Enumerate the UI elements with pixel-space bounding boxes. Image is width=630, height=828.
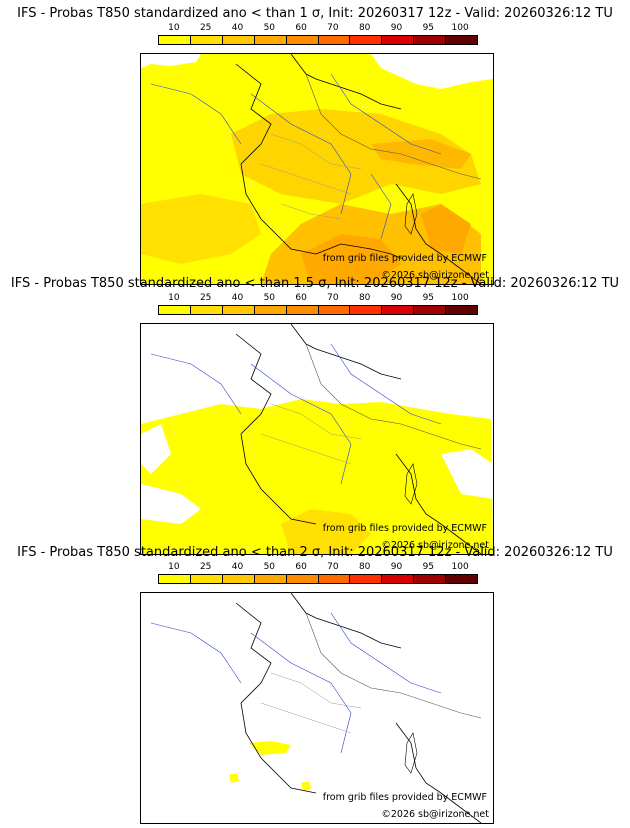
legend-swatch (350, 575, 383, 583)
legend-tick-label: 50 (263, 293, 276, 303)
data-source-note: from grib files provided by ECMWF (322, 792, 487, 803)
panel-1: IFS - Probas T850 standardized ano < tha… (0, 6, 630, 285)
legend-tick-label: 90 (390, 562, 403, 572)
legend-swatch (350, 36, 383, 44)
legend-tick-label: 10 (168, 23, 180, 33)
color-legend: 10 25 40 50 60 70 80 90 95 100 (158, 23, 478, 47)
legend-swatch (159, 575, 191, 583)
copyright-note: ©2026 sb@irizone.net (381, 809, 489, 820)
legend-tick-label: 80 (358, 293, 371, 303)
panel-title: IFS - Probas T850 standardized ano < tha… (17, 6, 613, 21)
color-legend: 10 25 40 50 60 70 80 90 95 100 (158, 293, 478, 317)
legend-swatch (318, 306, 351, 314)
legend-tick-label: 60 (295, 23, 307, 33)
legend-swatch (254, 306, 287, 314)
probability-map: from grib files provided by ECMWF ©2026 … (140, 53, 494, 285)
legend-swatch (414, 575, 447, 583)
legend-tick-label: 95 (422, 293, 435, 303)
legend-tick-label: 70 (327, 23, 339, 33)
panel-title: IFS - Probas T850 standardized ano < tha… (10, 276, 620, 291)
legend-swatch (190, 575, 223, 583)
legend-tick-label: 25 (199, 293, 212, 303)
legend-swatch (382, 306, 415, 314)
data-source-note: from grib files provided by ECMWF (322, 253, 487, 264)
legend-tick-label: 95 (422, 23, 435, 33)
legend-tick-label: 80 (358, 562, 371, 572)
legend-tick-label: 40 (231, 23, 244, 33)
legend-color-bar (158, 35, 478, 45)
legend-swatch (318, 36, 351, 44)
legend-tick-label: 90 (390, 23, 403, 33)
legend-swatch (190, 36, 223, 44)
legend-swatch (254, 36, 287, 44)
legend-tick-label: 10 (168, 562, 180, 572)
copyright-note: ©2026 sb@irizone.net (381, 270, 489, 281)
legend-swatch (382, 36, 415, 44)
legend-swatch (286, 36, 319, 44)
legend-swatch (190, 306, 223, 314)
legend-color-bar (158, 305, 478, 315)
legend-swatch (159, 306, 191, 314)
legend-tick-label: 100 (451, 293, 469, 303)
legend-swatch (446, 575, 478, 583)
legend-swatch (222, 306, 255, 314)
color-legend: 10 25 40 50 60 70 80 90 95 100 (158, 562, 478, 586)
legend-swatch (350, 306, 383, 314)
legend-swatch (222, 575, 255, 583)
legend-swatch (254, 575, 287, 583)
legend-tick-label: 90 (390, 293, 403, 303)
data-source-note: from grib files provided by ECMWF (322, 523, 487, 534)
legend-color-bar (158, 574, 478, 584)
legend-swatch (222, 36, 255, 44)
copyright-note: ©2026 sb@irizone.net (381, 540, 489, 551)
panel-3: IFS - Probas T850 standardized ano < tha… (0, 545, 630, 824)
panel-2: IFS - Probas T850 standardized ano < tha… (0, 276, 630, 555)
legend-swatch (446, 36, 478, 44)
legend-tick-label: 95 (422, 562, 435, 572)
legend-swatch (382, 575, 415, 583)
legend-swatch (286, 575, 319, 583)
legend-tick-label: 70 (327, 293, 339, 303)
legend-tick-label: 60 (295, 293, 307, 303)
legend-tick-label: 100 (451, 23, 469, 33)
legend-tick-label: 25 (199, 562, 212, 572)
legend-tick-label: 50 (263, 23, 276, 33)
legend-tick-label: 50 (263, 562, 276, 572)
legend-swatch (286, 306, 319, 314)
legend-swatch (446, 306, 478, 314)
legend-tick-label: 70 (327, 562, 339, 572)
legend-tick-label: 100 (451, 562, 469, 572)
legend-tick-label: 60 (295, 562, 307, 572)
legend-tick-label: 40 (231, 562, 244, 572)
legend-tick-label: 40 (231, 293, 244, 303)
panel-title: IFS - Probas T850 standardized ano < tha… (17, 545, 613, 560)
legend-swatch (414, 306, 447, 314)
legend-swatch (159, 36, 191, 44)
legend-tick-label: 25 (199, 23, 212, 33)
legend-swatch (414, 36, 447, 44)
legend-swatch (318, 575, 351, 583)
probability-map: from grib files provided by ECMWF ©2026 … (140, 592, 494, 824)
legend-tick-label: 80 (358, 23, 371, 33)
probability-map: from grib files provided by ECMWF ©2026 … (140, 323, 494, 555)
legend-tick-label: 10 (168, 293, 180, 303)
